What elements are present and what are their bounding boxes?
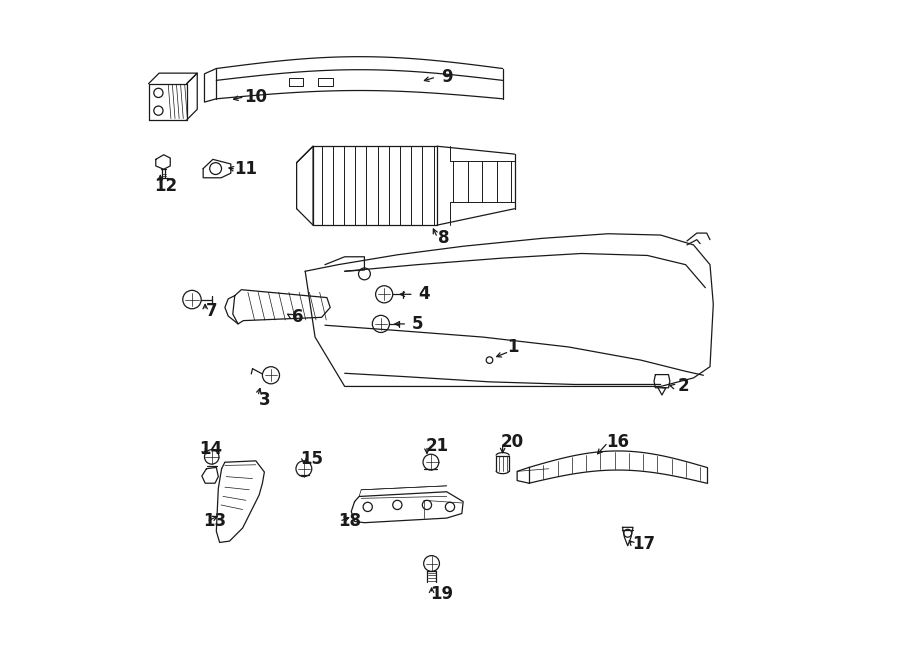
Text: 18: 18 <box>338 512 361 530</box>
Text: 20: 20 <box>500 434 524 451</box>
Text: 15: 15 <box>301 450 323 468</box>
Text: 21: 21 <box>426 437 448 455</box>
Text: 16: 16 <box>607 434 629 451</box>
Text: 9: 9 <box>441 68 453 86</box>
Text: 10: 10 <box>244 88 267 106</box>
Text: 6: 6 <box>292 308 303 327</box>
Text: 5: 5 <box>411 315 423 333</box>
Text: 11: 11 <box>235 160 257 178</box>
Text: 3: 3 <box>258 391 270 408</box>
Text: 2: 2 <box>678 377 689 395</box>
Text: 7: 7 <box>206 302 218 320</box>
Text: 17: 17 <box>633 535 656 553</box>
Text: 13: 13 <box>203 512 227 530</box>
Text: 19: 19 <box>430 585 454 603</box>
Text: 12: 12 <box>154 176 177 195</box>
Text: 8: 8 <box>437 229 449 247</box>
Text: 4: 4 <box>418 286 429 303</box>
Text: 14: 14 <box>200 440 222 458</box>
Text: 1: 1 <box>507 338 518 356</box>
